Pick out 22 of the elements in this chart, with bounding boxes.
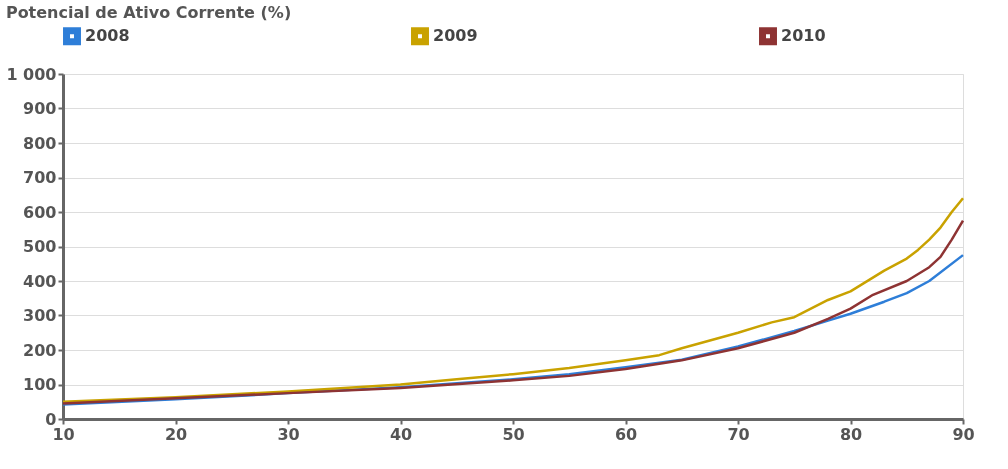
x-tick-label: 50 [502, 424, 525, 444]
y-tick-label: 600 [23, 202, 57, 222]
legend-label: 2008 [85, 26, 130, 46]
x-tick-label: 80 [839, 424, 863, 444]
y-tick-label: 1 000 [6, 64, 57, 84]
x-tick-label: 40 [389, 424, 413, 444]
y-tick-label: 200 [23, 340, 57, 360]
x-tick-label: 90 [952, 424, 975, 444]
y-tick-label: 700 [23, 168, 57, 187]
x-tick-label: 70 [727, 424, 750, 444]
x-tick-label: 60 [614, 424, 638, 444]
y-tick-label: 400 [23, 271, 57, 291]
legend-label: 2010 [781, 26, 826, 46]
y-tick-label: 500 [23, 237, 57, 256]
chart-title: Potencial de Ativo Corrente (%) [5, 3, 292, 22]
y-tick-label: 100 [23, 375, 57, 394]
legend-label: 2009 [433, 26, 478, 46]
y-tick-label: 800 [23, 133, 57, 153]
x-tick-label: 30 [277, 424, 300, 444]
y-tick-label: 900 [23, 99, 57, 118]
x-tick-label: 20 [164, 424, 188, 444]
y-tick-label: 300 [23, 306, 57, 325]
